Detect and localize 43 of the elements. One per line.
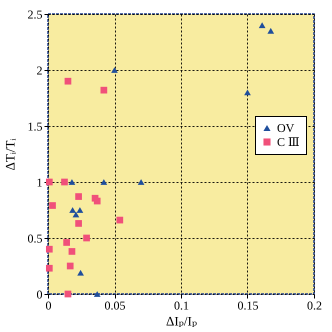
point — [66, 262, 74, 270]
y-axis-title: ΔTᵢ/Tᵢ — [2, 138, 18, 171]
point — [64, 78, 72, 85]
point — [100, 179, 108, 185]
y-tick-label: 2.5 — [28, 8, 42, 22]
y-tick-label: 1.5 — [28, 120, 42, 134]
point — [77, 270, 84, 276]
y-tick-label: 0 — [36, 288, 42, 302]
point — [75, 193, 82, 200]
point — [49, 202, 56, 209]
x-tick-label: 0.15 — [238, 298, 258, 312]
point — [100, 86, 108, 94]
y-tick-label: 0.5 — [28, 232, 42, 246]
point — [244, 89, 251, 96]
point — [68, 179, 76, 185]
point — [46, 264, 53, 272]
point — [46, 246, 53, 253]
point — [64, 290, 72, 298]
x-tick-label: 0.05 — [104, 298, 126, 312]
y-tick-label: 1 — [36, 176, 42, 190]
point — [61, 178, 68, 186]
point — [138, 179, 144, 185]
point — [75, 220, 82, 227]
point — [68, 248, 76, 255]
point — [69, 207, 76, 213]
legend-label: OV — [277, 121, 295, 135]
point — [83, 234, 90, 242]
point — [94, 198, 101, 204]
x-tick-label: 0 — [46, 298, 52, 312]
x-axis-title: ΔIₚ/Iₚ — [166, 314, 198, 328]
point — [116, 216, 124, 224]
x-tick-label: 0.2 — [307, 298, 322, 312]
point — [258, 22, 266, 28]
point — [94, 291, 101, 297]
point — [111, 67, 118, 73]
legend-label: C Ⅲ — [277, 135, 300, 149]
point — [72, 212, 80, 218]
point — [63, 239, 70, 246]
x-tick-label: 0.1 — [174, 298, 189, 312]
point — [76, 207, 84, 213]
point — [46, 178, 53, 186]
y-tick-label: 2 — [36, 64, 42, 78]
point — [267, 28, 274, 34]
